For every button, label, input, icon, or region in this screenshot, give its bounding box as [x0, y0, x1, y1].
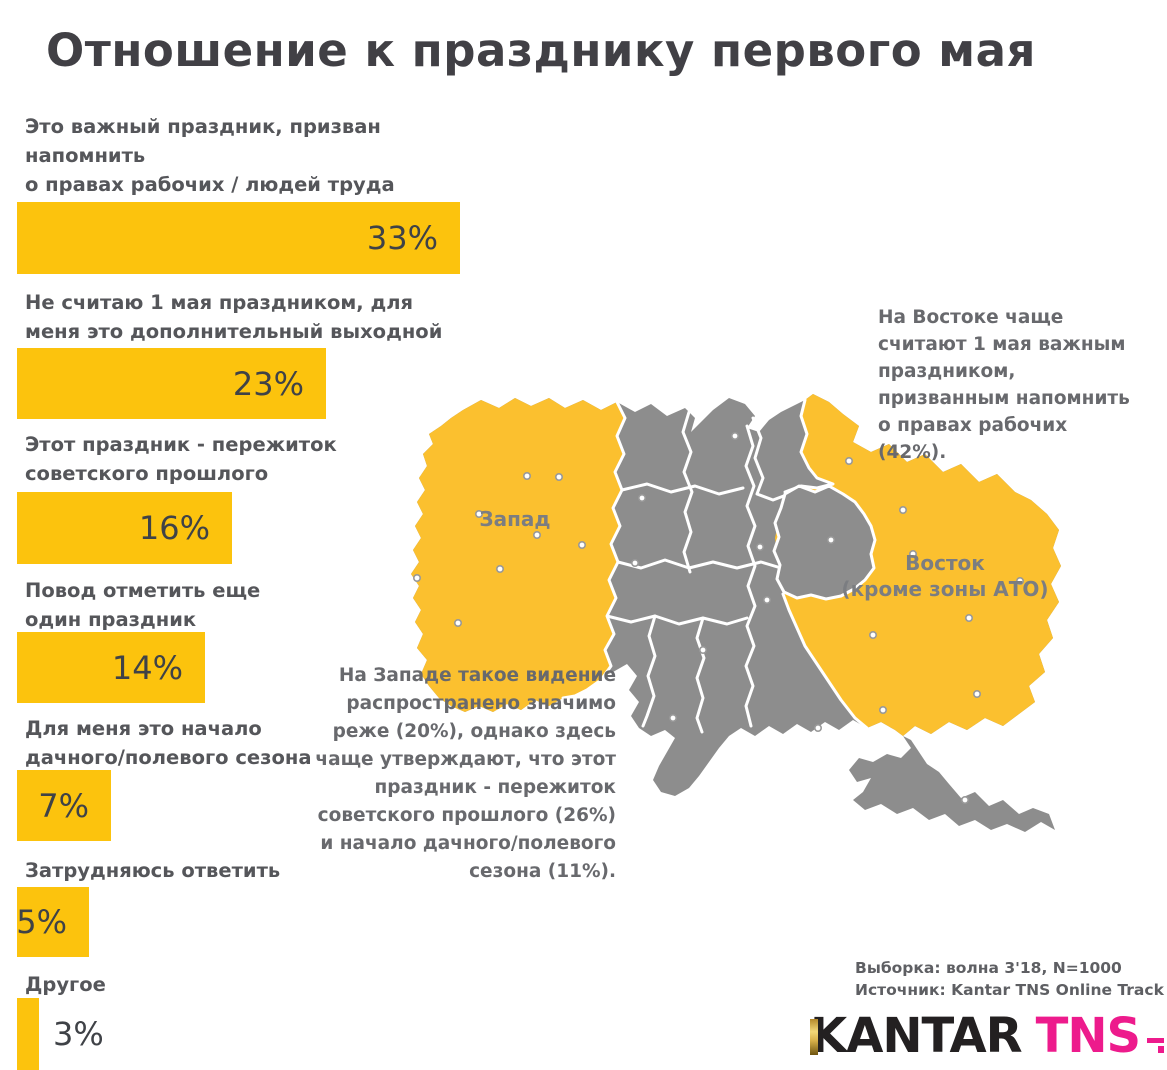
bar-category-label: Это важный праздник, призван напомнить о… [25, 115, 395, 196]
bar: 33% [17, 202, 460, 274]
source-note: Источник: Kantar TNS Online Track [855, 981, 1164, 999]
bar-value-label: 5% [16, 903, 67, 941]
bar: 3% [17, 998, 104, 1070]
bar-value-label: 23% [232, 364, 304, 403]
bar-category-label: Для меня это начало дачного/полевого сез… [25, 717, 312, 769]
ukraine-map-svg [411, 394, 1061, 832]
annotation-west: На Западе такое видение распространено з… [315, 665, 616, 882]
bar: 14% [17, 632, 205, 703]
kantar-tns-logo: KANTAR TNS [810, 1008, 1165, 1064]
bar-value-label: 14% [111, 648, 183, 687]
logo-tns-text: TNS [1035, 1008, 1141, 1064]
bar: 5% [16, 887, 89, 957]
bar-value-label: 33% [366, 219, 438, 257]
bar-value-label: 3% [53, 1015, 104, 1053]
bar-value-label: 7% [38, 786, 89, 825]
bar: 23% [17, 348, 326, 419]
region-poltava [772, 484, 877, 601]
map-label-east: Восток (кроме зоны АТО) [841, 551, 1049, 601]
logo-gold-accent-bar [810, 1019, 818, 1055]
page-title: Отношение к празднику первого мая [46, 24, 1036, 77]
logo-kantar-text: KANTAR [810, 1008, 1023, 1064]
bar: 16% [17, 492, 232, 564]
region-east [775, 394, 1061, 736]
footnote: Выборка: волна 3'18, N=1000 Источник: Ka… [855, 957, 1164, 1001]
ukraine-map: Запад Восток (кроме зоны АТО) [403, 388, 1063, 848]
logo-pink-mark-icon [1147, 1038, 1165, 1053]
bar: 7% [17, 770, 111, 841]
oblast-borders [605, 410, 791, 734]
map-label-west: Запад [479, 507, 551, 531]
bar-category-label: Затрудняюсь ответить [25, 859, 281, 882]
sample-note: Выборка: волна 3'18, N=1000 [855, 959, 1122, 977]
bar-value-label: 16% [138, 509, 210, 547]
bar-category-label: Другое [25, 973, 106, 996]
bar-category-label: Этот праздник - пережиток советского про… [25, 433, 337, 485]
region-crimea [849, 736, 1055, 832]
bar-category-label: Повод отметить еще один праздник [25, 579, 261, 631]
city-dots [413, 431, 1024, 804]
region-west [411, 398, 625, 712]
bar-category-label: Не считаю 1 мая праздником, для меня это… [25, 291, 443, 343]
annotation-east: На Востоке чаще считают 1 мая важным пра… [878, 307, 1130, 463]
macro-region-borders [561, 398, 869, 730]
